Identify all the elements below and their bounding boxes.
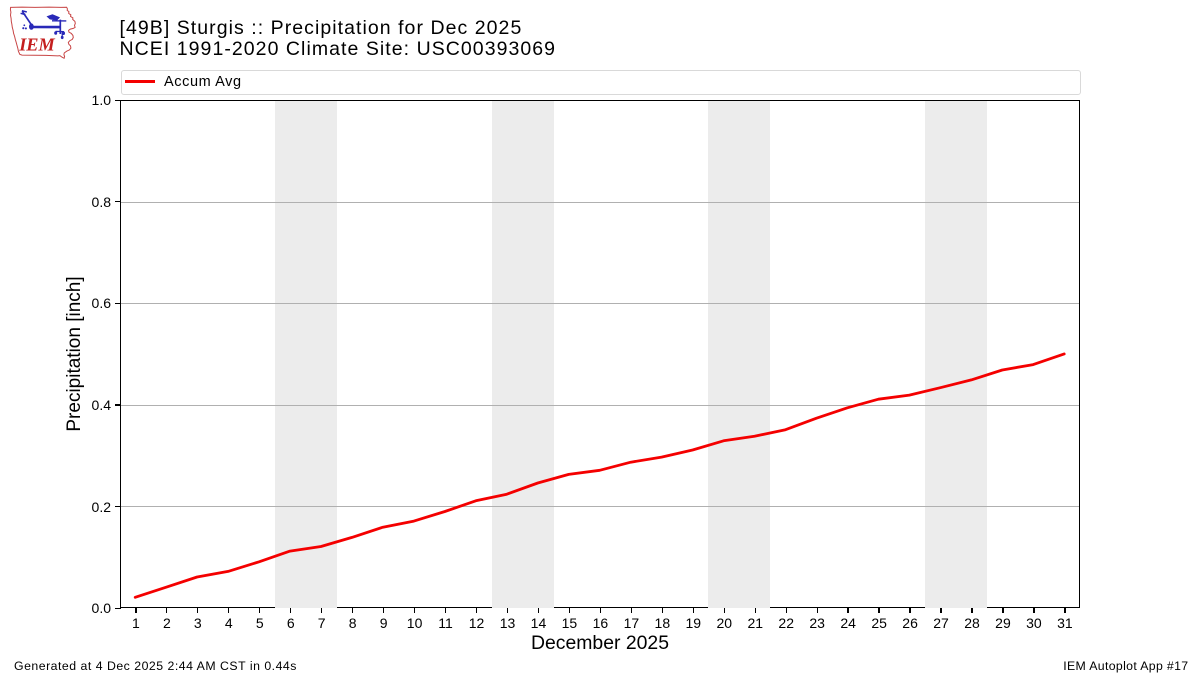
svg-text:IEM: IEM [18, 34, 55, 54]
